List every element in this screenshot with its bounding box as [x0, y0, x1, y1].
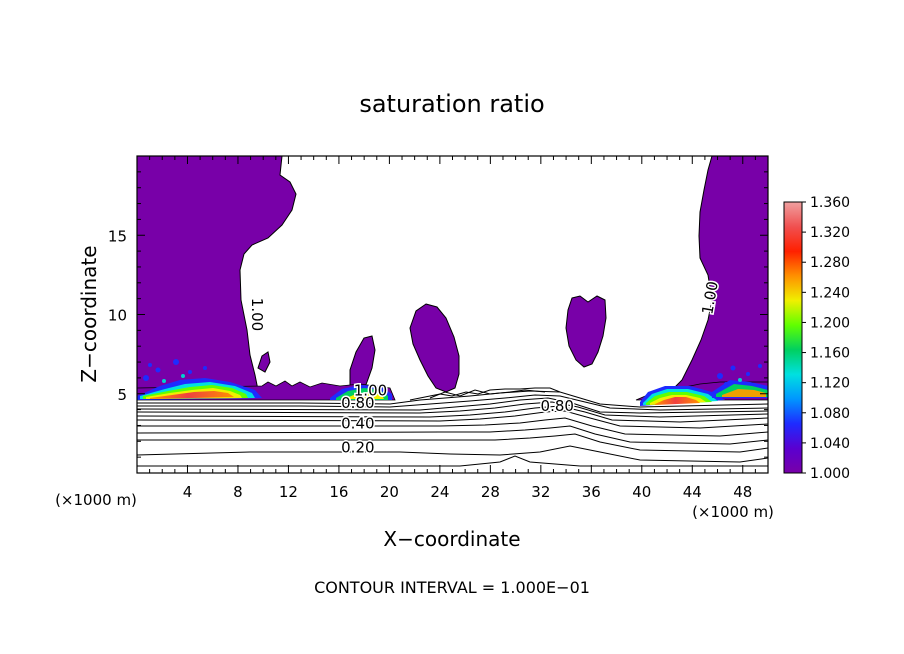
supersat-cloud-33 — [565, 295, 607, 368]
contour-lines — [137, 387, 768, 467]
contour-label: 0.40 — [341, 415, 374, 433]
colorbar: 1.360 1.320 1.280 1.240 1.200 1.160 1.120 1.080… — [783, 195, 850, 482]
z-tick-label: 5 — [117, 386, 127, 404]
x-tick-label: 32 — [531, 483, 550, 501]
x-tick-label: 48 — [733, 483, 752, 501]
x-axis-label: X−coordinate — [383, 527, 520, 551]
supersat-blob-10 — [257, 351, 271, 373]
contour-interval-note: CONTOUR INTERVAL = 1.000E−01 — [314, 578, 590, 597]
contour-label: 1.00 — [248, 298, 266, 331]
colorbar-label: 1.160 — [810, 346, 850, 362]
contour-labels: 0.200.400.80 0.801.001.00 1.00 — [246, 278, 723, 458]
x-tick-label: 8 — [233, 483, 243, 501]
colorbar-label: 1.320 — [810, 225, 850, 241]
contour-label: 1.00 — [354, 381, 387, 399]
contour-label: 0.20 — [341, 438, 374, 456]
colorbar-label: 1.240 — [810, 285, 850, 301]
colorbar-label: 1.360 — [810, 195, 850, 211]
supersat-region-left — [137, 156, 297, 393]
z-tick-label: 15 — [108, 227, 127, 245]
supersat-cloud-19 — [349, 335, 376, 393]
contour-label: 0.80 — [341, 394, 374, 412]
contour-label: 1.00 — [698, 280, 722, 316]
chart-title: saturation ratio — [359, 90, 544, 118]
x-tick-label: 4 — [183, 483, 193, 501]
x-tick-label: 36 — [582, 483, 601, 501]
x-tick-label: 28 — [481, 483, 500, 501]
x-tick-label: 12 — [279, 483, 298, 501]
x-tick-label: 44 — [683, 483, 702, 501]
colorbar-label: 1.280 — [810, 255, 850, 271]
x-axis: 4 8 12 16 20 24 28 32 36 40 44 48 — [149, 156, 756, 501]
z-unit-label: (×1000 m) — [55, 491, 137, 509]
x-unit-label: (×1000 m) — [692, 503, 774, 521]
colorbar-label: 1.000 — [810, 466, 850, 482]
colorbar-label: 1.120 — [810, 376, 850, 392]
supersat-speckles — [143, 359, 762, 386]
x-tick-label: 16 — [329, 483, 348, 501]
x-tick-label: 40 — [632, 483, 651, 501]
plot-area — [137, 156, 768, 473]
supersat-band-mid — [330, 385, 392, 400]
colorbar-label: 1.080 — [810, 406, 850, 422]
x-tick-label: 20 — [380, 483, 399, 501]
z-axis: 5 10 15 — [108, 171, 768, 458]
colorbar-label: 1.040 — [810, 436, 850, 452]
x-tick-label: 24 — [430, 483, 449, 501]
contour-label: 0.80 — [541, 397, 574, 415]
z-tick-label: 10 — [108, 307, 127, 325]
z-axis-label: Z−coordinate — [77, 245, 101, 382]
supersat-band-left — [137, 378, 262, 400]
colorbar-label: 1.200 — [810, 315, 850, 331]
